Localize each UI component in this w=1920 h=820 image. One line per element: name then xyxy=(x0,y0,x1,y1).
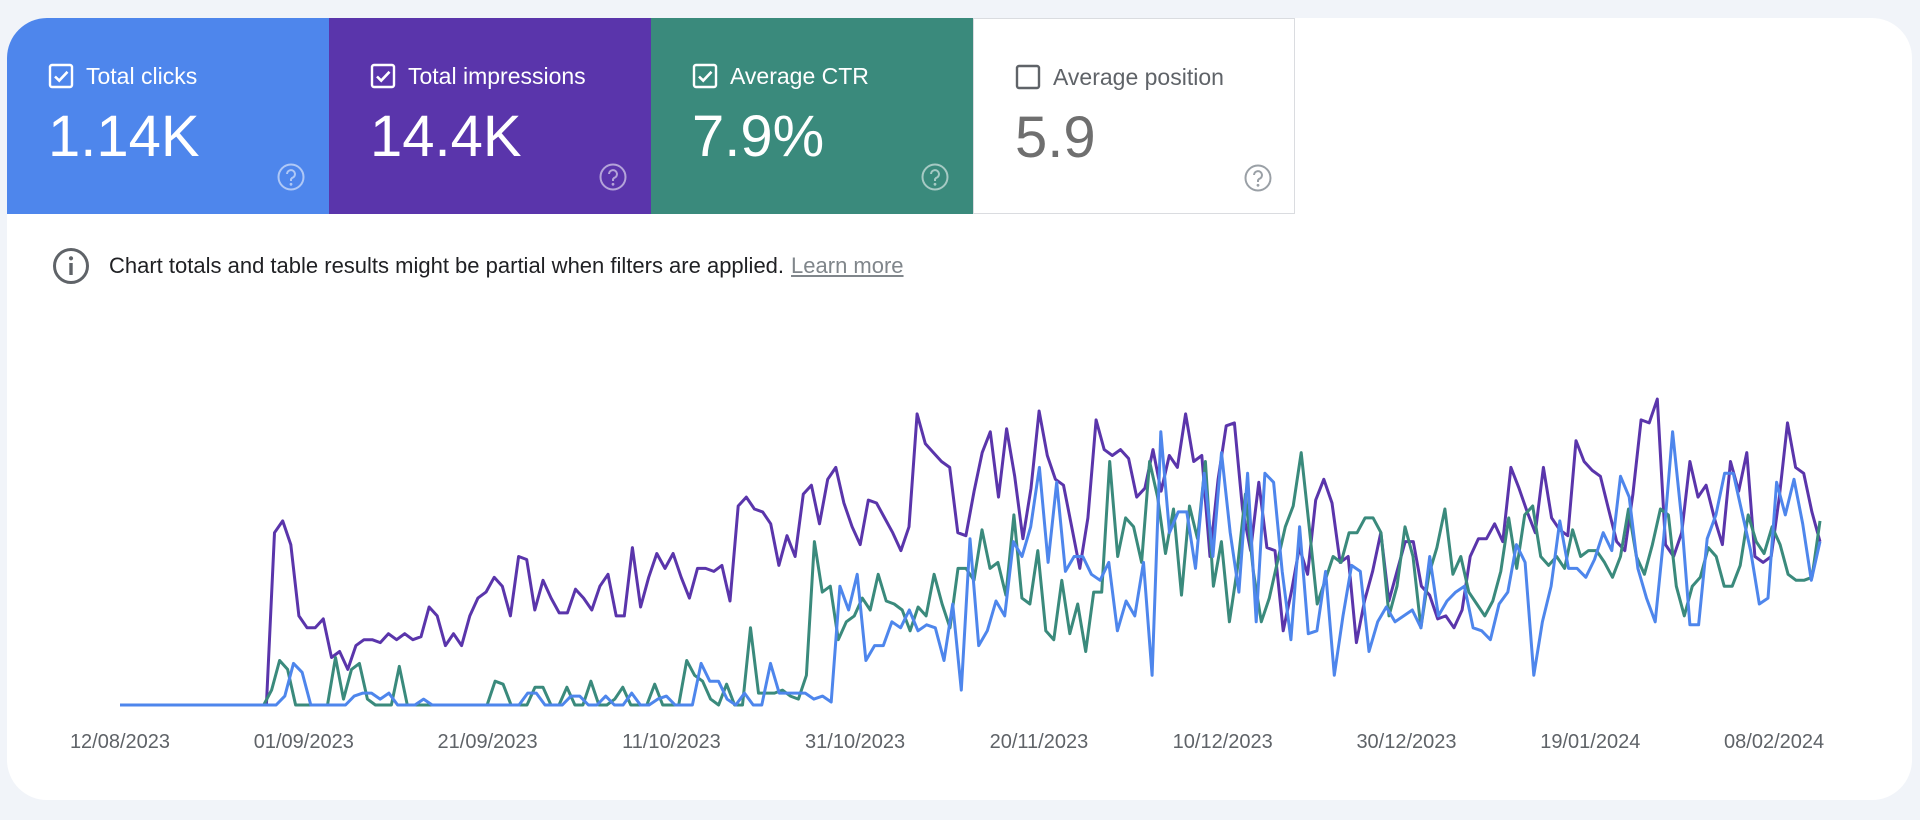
performance-card: Total clicks 1.14K Total impressions 14.… xyxy=(7,18,1912,800)
series-line-total-clicks xyxy=(120,430,1822,707)
help-icon[interactable] xyxy=(276,162,306,192)
metric-label: Total clicks xyxy=(86,63,198,89)
x-axis-ticks: 12/08/2023 01/09/2023 21/09/2023 11/10/2023… xyxy=(70,731,1824,753)
metric-label: Average position xyxy=(1053,64,1224,90)
x-tick-label: 21/09/2023 xyxy=(438,731,538,753)
metric-label: Average CTR xyxy=(730,63,869,89)
checkbox-unchecked-icon[interactable] xyxy=(1015,64,1041,90)
filter-notice: Chart totals and table results might be … xyxy=(51,246,904,286)
metric-value: 1.14K xyxy=(48,104,200,169)
x-tick-label: 31/10/2023 xyxy=(805,731,905,753)
x-tick-label: 19/01/2024 xyxy=(1540,731,1640,753)
metric-value: 14.4K xyxy=(370,104,522,169)
x-tick-label: 30/12/2023 xyxy=(1356,731,1456,753)
metric-label: Total impressions xyxy=(408,63,586,89)
learn-more-link[interactable]: Learn more xyxy=(791,253,904,278)
metric-tile-total-clicks[interactable]: Total clicks 1.14K xyxy=(7,18,329,214)
metric-tile-average-ctr[interactable]: Average CTR 7.9% xyxy=(651,18,973,214)
series-lines xyxy=(120,397,1822,707)
x-tick-label: 01/09/2023 xyxy=(254,731,354,753)
x-tick-label: 11/10/2023 xyxy=(622,731,721,753)
help-icon[interactable] xyxy=(1243,163,1273,193)
x-tick-label: 12/08/2023 xyxy=(70,731,170,753)
checkbox-checked-icon[interactable] xyxy=(692,63,718,89)
help-icon[interactable] xyxy=(920,162,950,192)
performance-chart: 12/08/2023 01/09/2023 21/09/2023 11/10/2023… xyxy=(70,397,1824,753)
metric-tile-total-impressions[interactable]: Total impressions 14.4K xyxy=(329,18,651,214)
info-icon xyxy=(53,248,89,284)
checkbox-checked-icon[interactable] xyxy=(48,63,74,89)
metric-value: 5.9 xyxy=(1015,105,1096,170)
metric-tiles: Total clicks 1.14K Total impressions 14.… xyxy=(7,18,1295,214)
notice-text: Chart totals and table results might be … xyxy=(109,253,785,278)
x-tick-label: 08/02/2024 xyxy=(1724,731,1824,753)
metric-value: 7.9% xyxy=(692,104,825,169)
x-tick-label: 10/12/2023 xyxy=(1173,731,1273,753)
checkbox-checked-icon[interactable] xyxy=(370,63,396,89)
help-icon[interactable] xyxy=(598,162,628,192)
x-tick-label: 20/11/2023 xyxy=(990,731,1089,753)
series-line-average-ctr xyxy=(120,451,1822,707)
metric-tile-average-position[interactable]: Average position 5.9 xyxy=(973,18,1295,214)
